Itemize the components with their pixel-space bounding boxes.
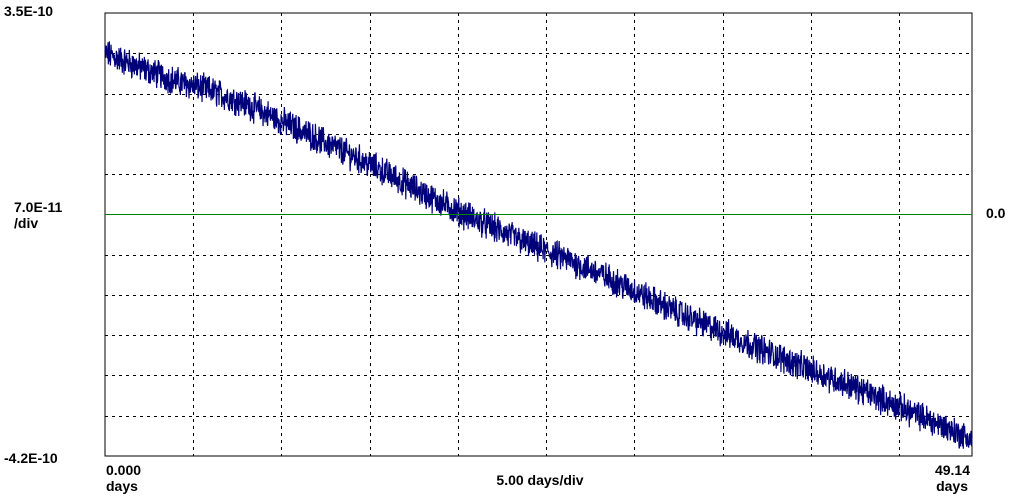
series-line [104, 41, 973, 449]
series-layer [104, 41, 973, 449]
plot-frame [104, 12, 973, 457]
zero-reference-label: 0.0 [986, 205, 1006, 221]
y-axis-top-label: 3.5E-10 [4, 3, 53, 19]
y-axis-scale-label: 7.0E-11 [14, 199, 62, 215]
x-axis-start-value: 0.000 [106, 462, 141, 478]
x-axis-end-value: 49.14 [935, 462, 970, 478]
y-axis-bottom-label: -4.2E-10 [4, 450, 58, 466]
x-axis-start-unit: days [106, 478, 138, 494]
x-axis-end-unit: days [936, 478, 968, 494]
y-axis-scale-unit: /div [14, 215, 38, 231]
vertical-gridlines [193, 13, 900, 456]
x-axis-scale-label: 5.00 days/div [496, 472, 583, 488]
